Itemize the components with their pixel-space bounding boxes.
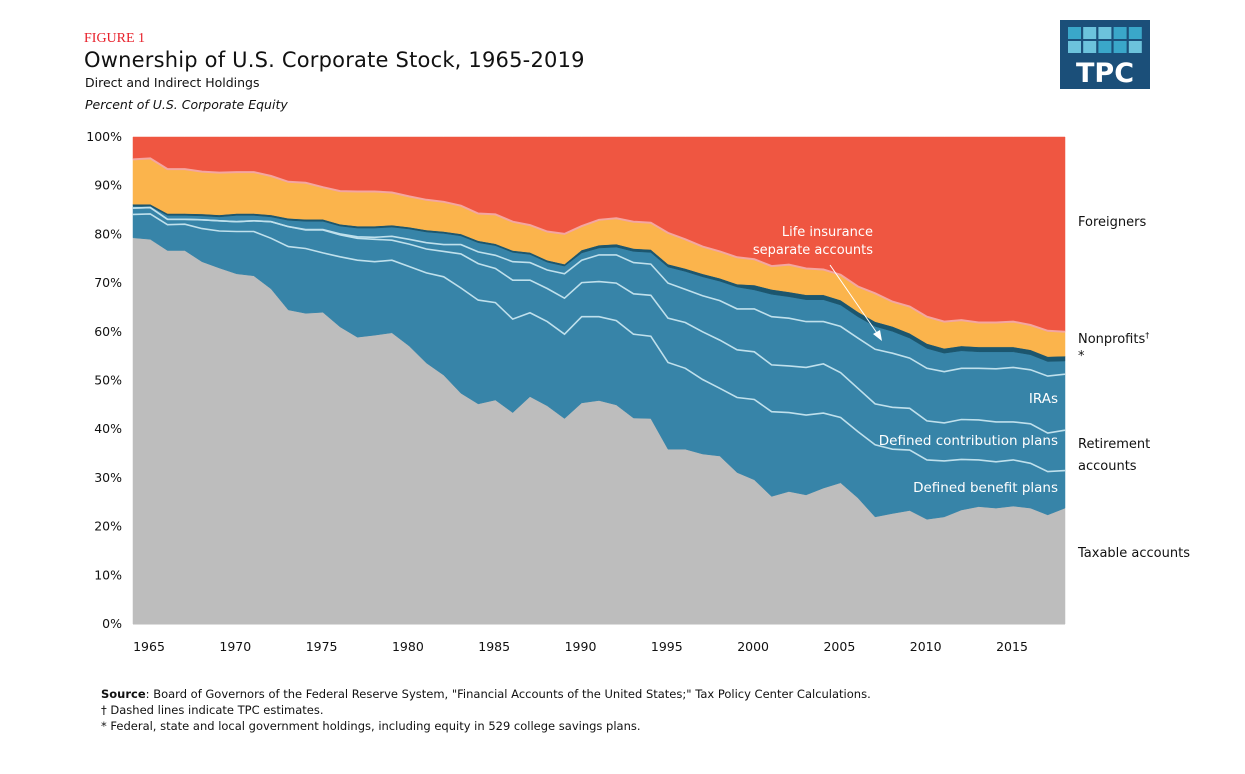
label-nonprofits: Nonprofits†: [1078, 331, 1149, 347]
x-tick-label: 2005: [823, 639, 855, 654]
logo-tile: [1068, 27, 1081, 39]
y-tick-label: 100%: [86, 129, 122, 144]
source-note: Source: Board of Governors of the Federa…: [101, 687, 871, 701]
x-tick-label: 1990: [565, 639, 597, 654]
star-note: * Federal, state and local government ho…: [101, 719, 641, 733]
tpc-logo-graphic: TPC: [1068, 27, 1142, 89]
annotation-arrow: [829, 264, 882, 341]
line-defined-benefit-plans-top: [132, 213, 1066, 473]
annotation-defined-contribution: Defined contribution plans: [879, 433, 1058, 449]
logo-text: TPC: [1076, 58, 1134, 89]
logo-tile: [1068, 41, 1081, 53]
dagger-note: † Dashed lines indicate TPC estimates.: [101, 703, 324, 717]
label-retirement-1: Retirement: [1078, 437, 1150, 452]
y-tick-label: 60%: [94, 324, 122, 339]
annotation-iras: IRAs: [1029, 391, 1058, 407]
logo-tile: [1083, 41, 1097, 53]
y-axis: 0% 10% 20% 30% 40% 50% 60% 70% 80% 90% 100%: [86, 129, 122, 631]
logo-tile: [1113, 41, 1127, 53]
x-tick-label: 1965: [133, 639, 165, 654]
y-tick-label: 90%: [94, 178, 122, 193]
label-taxable: Taxable accounts: [1077, 546, 1190, 561]
chart-footer: Source: Board of Governors of the Federa…: [101, 686, 871, 734]
y-tick-label: 0%: [102, 616, 122, 631]
annotation-defined-benefit: Defined benefit plans: [913, 480, 1058, 496]
label-government: *: [1078, 349, 1085, 364]
logo-tile: [1098, 27, 1112, 39]
x-axis: 1965 1970 1975 1980 1985 1990 1995 2000 2005 2010…: [133, 639, 1028, 654]
chart-units: Percent of U.S. Corporate Equity: [85, 97, 288, 112]
x-tick-label: 2015: [996, 639, 1028, 654]
chart-subtitle: Direct and Indirect Holdings: [85, 75, 260, 90]
x-tick-label: 1980: [392, 639, 424, 654]
x-tick-label: 1995: [651, 639, 683, 654]
logo-tile: [1113, 27, 1127, 39]
x-tick-label: 2010: [910, 639, 942, 654]
logo-tile: [1083, 27, 1097, 39]
logo-tile: [1128, 27, 1142, 39]
stacked-area-chart: 0%10%20%30%40%50%60%70%80%90%100% 1965 19…: [86, 129, 1190, 654]
label-retirement-2: accounts: [1078, 459, 1137, 474]
area-layers: [132, 136, 1066, 625]
label-foreigners: Foreigners: [1078, 215, 1146, 230]
annotation-life-insurance-1: Life insurance: [782, 225, 873, 240]
y-tick-label: 80%: [94, 226, 122, 241]
annotation-life-insurance-2: separate accounts: [753, 243, 873, 258]
y-tick-label: 20%: [94, 519, 122, 534]
x-tick-label: 1985: [478, 639, 510, 654]
y-tick-label: 50%: [94, 373, 122, 388]
y-tick-label: 10%: [94, 567, 122, 582]
y-tick-label: 40%: [94, 421, 122, 436]
chart-title: Ownership of U.S. Corporate Stock, 1965-…: [84, 48, 585, 72]
x-tick-label: 1970: [219, 639, 251, 654]
line-iras-top: [132, 206, 1066, 377]
boundary-lines: [132, 157, 1066, 473]
logo-tile: [1128, 41, 1142, 53]
figure-label: FIGURE 1: [84, 31, 146, 46]
tpc-logo: TPC: [1060, 20, 1150, 89]
x-tick-label: 1975: [306, 639, 338, 654]
logo-tile: [1098, 41, 1112, 53]
y-tick-label: 30%: [94, 470, 122, 485]
line-nonprofits-top: [132, 157, 1066, 333]
x-tick-label: 2000: [737, 639, 769, 654]
y-tick-label: 70%: [94, 275, 122, 290]
